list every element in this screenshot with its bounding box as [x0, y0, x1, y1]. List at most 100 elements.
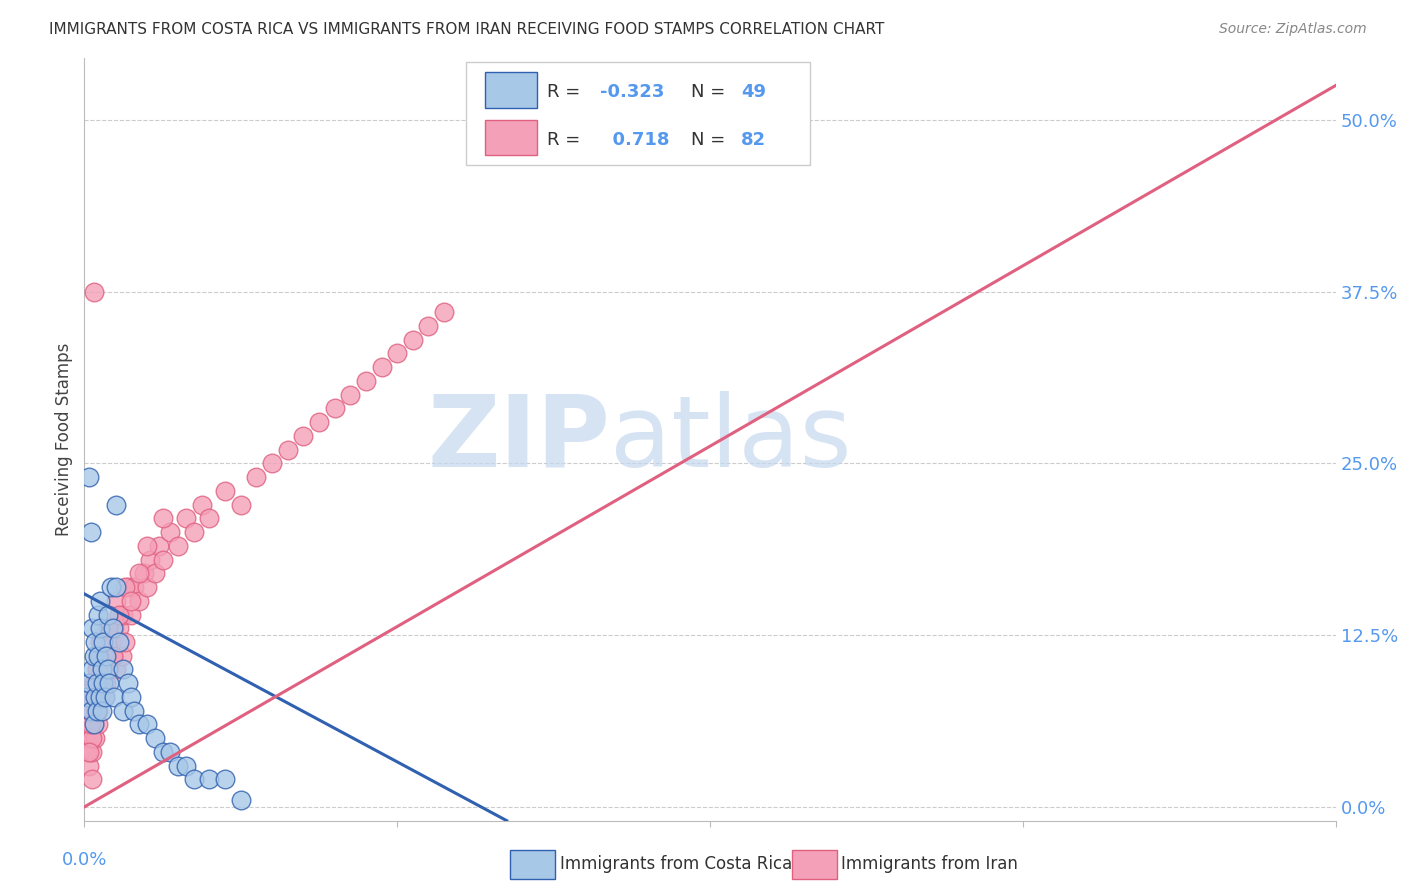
Point [82, 731, 104, 746]
Point [107, 621, 129, 635]
Point [112, 607, 135, 622]
Point [97, 621, 120, 635]
Point [87, 717, 110, 731]
Point [83, 648, 105, 663]
Point [100, 635, 122, 649]
Point [82, 621, 104, 635]
Point [84, 635, 107, 649]
Point [89, 621, 111, 635]
Point [308, 415, 330, 429]
Point [620, 140, 643, 154]
Point [339, 387, 361, 401]
Point [87, 648, 110, 663]
Text: R =: R = [547, 83, 586, 102]
Point [98, 676, 121, 690]
Text: IMMIGRANTS FROM COSTA RICA VS IMMIGRANTS FROM IRAN RECEIVING FOOD STAMPS CORRELA: IMMIGRANTS FROM COSTA RICA VS IMMIGRANTS… [49, 22, 884, 37]
Point [103, 621, 125, 635]
Text: ZIP: ZIP [427, 391, 610, 488]
Point [96, 676, 118, 690]
Point [101, 648, 124, 663]
Point [97, 607, 120, 622]
Point [143, 731, 166, 746]
Point [152, 511, 174, 525]
Point [84, 690, 107, 704]
Point [77, 717, 100, 731]
Point [84, 690, 107, 704]
Point [87, 704, 110, 718]
Point [167, 758, 190, 772]
Point [198, 772, 221, 787]
Point [86, 676, 108, 690]
Point [104, 498, 127, 512]
Point [111, 648, 134, 663]
Point [84, 704, 107, 718]
Point [103, 690, 125, 704]
Point [262, 456, 284, 470]
FancyBboxPatch shape [465, 62, 810, 165]
Point [198, 511, 221, 525]
FancyBboxPatch shape [485, 120, 537, 155]
Point [96, 648, 118, 663]
Point [117, 580, 139, 594]
Point [370, 360, 392, 375]
Point [107, 635, 129, 649]
Point [82, 690, 104, 704]
Point [128, 594, 150, 608]
Point [107, 607, 129, 622]
Point [120, 690, 142, 704]
Point [214, 772, 236, 787]
Point [89, 594, 111, 608]
Point [418, 318, 440, 333]
Point [183, 772, 205, 787]
Point [77, 745, 100, 759]
Point [152, 745, 174, 759]
Point [76, 745, 98, 759]
Point [323, 401, 346, 416]
Point [190, 498, 212, 512]
Point [90, 704, 112, 718]
Point [82, 772, 104, 787]
Point [152, 552, 174, 566]
Point [79, 731, 101, 746]
Point [89, 690, 111, 704]
Point [159, 524, 181, 539]
Text: N =: N = [692, 131, 731, 149]
Point [167, 539, 190, 553]
Point [93, 690, 115, 704]
Point [128, 566, 150, 581]
Point [385, 346, 409, 360]
Text: Immigrants from Costa Rica: Immigrants from Costa Rica [560, 855, 792, 873]
Point [83, 717, 105, 731]
Point [139, 552, 162, 566]
Point [136, 580, 159, 594]
Point [83, 285, 105, 299]
Point [77, 758, 100, 772]
Point [104, 594, 127, 608]
Point [354, 374, 377, 388]
Point [83, 717, 105, 731]
Text: N =: N = [692, 83, 731, 102]
Point [128, 717, 150, 731]
Point [136, 717, 159, 731]
Point [112, 704, 135, 718]
Text: R =: R = [547, 131, 586, 149]
Point [101, 648, 124, 663]
Point [91, 635, 114, 649]
Point [91, 676, 114, 690]
Point [402, 333, 425, 347]
Text: -0.323: -0.323 [600, 83, 664, 102]
Point [86, 704, 108, 718]
Point [90, 663, 112, 677]
Point [86, 663, 108, 677]
Point [89, 635, 111, 649]
Point [124, 704, 146, 718]
Point [101, 621, 124, 635]
Point [98, 663, 121, 677]
Point [183, 524, 205, 539]
Text: 82: 82 [741, 131, 766, 149]
Point [229, 793, 252, 807]
Point [148, 539, 170, 553]
Point [124, 580, 146, 594]
Point [93, 648, 115, 663]
Point [86, 690, 108, 704]
